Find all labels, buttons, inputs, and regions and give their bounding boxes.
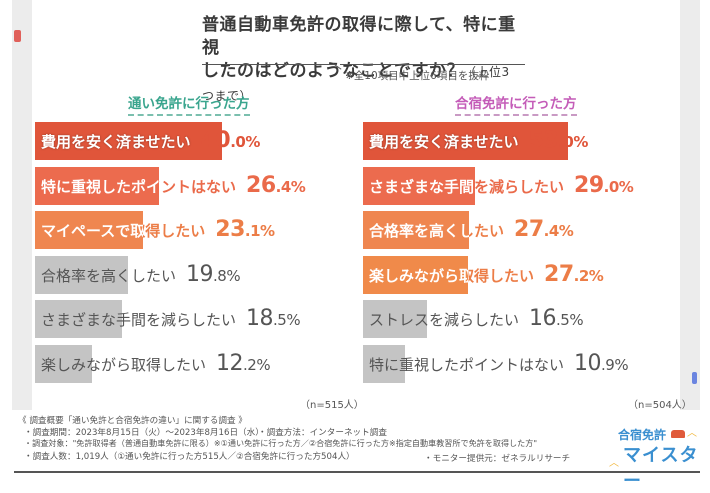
left-bar — [35, 166, 159, 205]
car-icon — [671, 430, 685, 438]
footer-period: ・調査期間：2023年8月15日（火）〜2023年8月16日（水） — [24, 428, 264, 438]
right-bar-value: 53.0% — [528, 128, 589, 153]
title-line-2: したのはどのようなことですか？（上位3つまで） — [202, 61, 510, 103]
left-bar-value: 18.5% — [246, 306, 301, 331]
right-bar-value: 16.5% — [529, 306, 584, 331]
left-bar-value: 40.0% — [200, 128, 261, 153]
right-bar — [363, 166, 476, 205]
right-bar-text: ストレスを減らしたい 16.5% — [369, 300, 584, 338]
right-bar-text: 合格率を高くしたい 27.4% — [369, 211, 574, 250]
right-bar — [363, 122, 569, 160]
right-bar — [363, 255, 469, 294]
chart-title: 普通自動車免許の取得に際して、特に重視 したのはどのようなことですか？（上位3つ… — [202, 14, 522, 108]
footer-method: ・調査方法：インターネット調査 — [258, 428, 387, 438]
right-bar-value: 27.2% — [544, 261, 604, 287]
right-bar-label: さまざまな手間を減らしたい — [369, 168, 564, 206]
left-bar-label: マイペースで取得したい — [41, 212, 205, 250]
left-bar-value: 26.4% — [246, 172, 306, 198]
left-bar — [35, 211, 144, 249]
left-bar-text: 楽しみながら取得したい 12.2% — [41, 345, 271, 383]
title-underline-right — [340, 64, 525, 65]
right-bar-text: さまざまな手間を減らしたい 29.0% — [369, 167, 634, 206]
left-scroll-marker[interactable] — [14, 30, 21, 42]
left-bar-label: さまざまな手間を減らしたい — [41, 311, 237, 329]
right-bar-label: 費用を安く済ませたい — [369, 133, 519, 151]
right-sample-size: （n=504人） — [628, 400, 692, 411]
title-line-1: 普通自動車免許の取得に際して、特に重視 — [202, 15, 516, 58]
right-group-label: 合宿免許に行った方 — [455, 92, 577, 116]
wave-icon: ︿ — [609, 458, 619, 469]
right-bar-value: 29.0% — [574, 172, 634, 198]
left-bar-text: 費用を安く済ませたい 40.0% — [41, 122, 260, 160]
right-bar — [363, 344, 406, 383]
left-group-label: 通い免許に行った方 — [128, 92, 250, 116]
left-bar-text: さまざまな手間を減らしたい 18.5% — [41, 300, 301, 338]
brand-logo: 合宿免許 ︿ マイスター ︿ — [605, 426, 705, 492]
left-bar — [35, 300, 122, 338]
right-bar-text: 楽しみながら取得したい 27.2% — [369, 256, 604, 295]
left-bar — [35, 255, 128, 294]
left-bar-value: 19.8% — [186, 261, 241, 287]
title-note: ※全10項目中上位6項目を抜粋 — [345, 70, 490, 82]
footer-heading: 《 調査概要「通い免許と合宿免許の違い」に関する調査 》 — [18, 416, 247, 426]
right-bar-text: 費用を安く済ませたい 53.0% — [369, 122, 588, 160]
footer-count: ・調査人数：1,019人（①通い免許に行った方515人／②合宿免許に行った方50… — [24, 452, 355, 462]
right-bar-label: 合格率を高くしたい — [369, 212, 504, 250]
right-bar — [363, 211, 470, 249]
left-bar-label: 合格率を高くしたい — [41, 266, 177, 285]
chart-card — [32, 0, 680, 410]
left-bar — [35, 122, 223, 160]
title-underline-left — [202, 64, 334, 65]
right-bar-label: 特に重視したポイントはない — [369, 355, 565, 374]
right-bar-label: ストレスを減らしたい — [369, 311, 520, 329]
right-bar-value: 27.4% — [514, 217, 574, 242]
left-scroll-strip — [12, 0, 32, 410]
left-bar-label: 費用を安く済ませたい — [41, 133, 191, 151]
right-bar-text: 特に重視したポイントはない 10.9% — [369, 345, 629, 383]
left-bar-text: 特に重視したポイントはない 26.4% — [41, 167, 306, 206]
footer-rule — [14, 471, 700, 473]
right-bar-value: 10.9% — [574, 350, 629, 376]
left-bar-label: 楽しみながら取得したい — [41, 355, 207, 374]
left-bar-text: 合格率を高くしたい 19.8% — [41, 256, 241, 294]
left-bar-text: マイペースで取得したい 23.1% — [41, 211, 275, 249]
logo-text-top: 合宿免許 — [618, 428, 667, 442]
right-bar-label: 楽しみながら取得したい — [369, 257, 534, 295]
right-bar — [363, 300, 427, 338]
title-subnote: （上位3つまで） — [202, 65, 510, 103]
footer-provider: ・モニター提供元：ゼネラルリサーチ — [424, 454, 571, 464]
right-scrollbar-thumb[interactable] — [692, 372, 697, 384]
left-bar-label: 特に重視したポイントはない — [41, 168, 236, 206]
left-bar-value: 12.2% — [216, 350, 271, 376]
logo-text-bottom: マイスター — [623, 445, 699, 492]
left-sample-size: （n=515人） — [300, 400, 364, 411]
left-bar-value: 23.1% — [215, 217, 275, 242]
wave-icon: ︿ — [687, 428, 697, 439]
footer-target: ・調査対象："免許取得者（普通自動車免許に限る）※①通い免許に行った方／②合宿免… — [24, 438, 538, 448]
right-scrollbar-track[interactable] — [680, 0, 700, 410]
left-bar — [35, 344, 93, 383]
